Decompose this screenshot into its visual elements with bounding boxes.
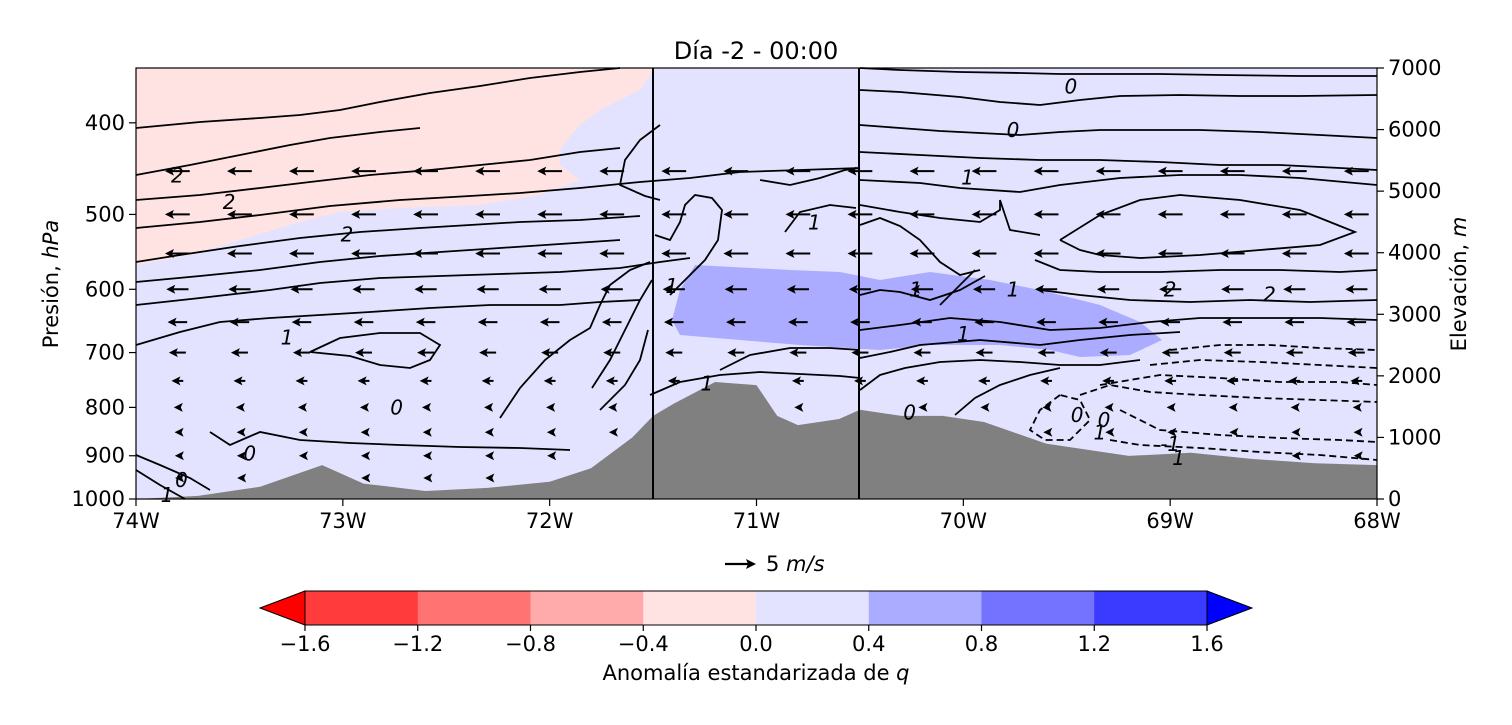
colorbar-segment [531,591,644,625]
contour-label: 2 [1263,283,1276,307]
contour-label: 1 [281,326,294,350]
contour-label: 1 [161,483,174,507]
contour-label: 1 [700,372,713,396]
x-tick-label: 69W [1146,509,1194,533]
wind-reference-value: 5 [766,552,786,576]
colorbar-tick-label: −1.6 [280,632,331,656]
y2-tick-label: 1000 [1388,425,1441,449]
contour-label: 1 [957,322,970,346]
x-tick-label: 72W [526,509,574,533]
x-tick-label: 70W [940,509,988,533]
x-tick-label: 68W [1353,509,1401,533]
colorbar: −1.6 −1.2 −0.8 −0.4 0.0 0.4 0.8 1.2 1.6 [260,591,1252,656]
x-tick-label: 71W [733,509,781,533]
colorbar-tick-label: −0.8 [505,632,556,656]
contour-label: 0 [1007,118,1020,142]
colorbar-tick-label: −0.4 [618,632,669,656]
colorbar-label-text: Anomalía estandarizada de [602,661,896,685]
contour-label: 2 [223,190,236,214]
colorbar-label: Anomalía estandarizada de q [602,661,909,685]
y-axis-right: 7000 6000 5000 4000 3000 2000 1000 0 [1377,56,1441,511]
x-axis: 74W 73W 72W 71W 70W 69W 68W [112,499,1401,533]
colorbar-extend-low [260,591,305,625]
y2-axis-label-text: Elevación, [1447,237,1471,351]
y-axis-label-unit: hPa [39,220,63,259]
y-tick-label: 400 [85,111,125,135]
colorbar-tick-label: 0.4 [852,632,885,656]
y-axis-left: 400 500 600 700 800 900 1000 [72,111,136,511]
contour-label: 1 [665,274,678,298]
contour-label: 1 [1172,446,1185,470]
chart-title: Día -2 - 00:00 [674,37,839,65]
y2-tick-label: 5000 [1388,179,1441,203]
wind-reference-unit: m/s [786,552,825,576]
colorbar-segment [643,591,756,625]
contour-label: 0 [903,400,916,424]
y-axis-label-text: Presión, [39,259,63,349]
contour-label: 0 [243,441,256,465]
colorbar-tick-label: 0.8 [965,632,998,656]
colorbar-segment [869,591,982,625]
y-tick-label: 600 [85,277,125,301]
colorbar-tick-label: 1.6 [1190,632,1223,656]
y-tick-label: 500 [85,202,125,226]
y2-tick-label: 7000 [1388,56,1441,80]
colorbar-segment [756,591,869,625]
colorbar-segment [418,591,531,625]
y2-tick-label: 6000 [1388,118,1441,142]
contour-label: 2 [341,222,354,246]
x-tick-label: 74W [112,509,160,533]
y-axis-label: Presión, hPa [39,220,63,349]
y2-axis-label: Elevación, m [1447,217,1471,352]
colorbar-segment [982,591,1095,625]
x-tick-label: 73W [319,509,367,533]
colorbar-label-unit: q [896,661,909,685]
y-tick-label: 700 [85,341,125,365]
contour-label: 0 [1065,74,1078,98]
colorbar-tick-label: −1.2 [392,632,443,656]
contour-label: 0 [390,395,403,419]
contour-label: 1 [1007,277,1020,301]
plot-area: 222100011111100110001-1122 [136,68,1377,507]
colorbar-segment [305,591,418,625]
colorbar-tick-label: 1.2 [1078,632,1111,656]
y2-tick-label: 2000 [1388,364,1441,388]
y2-tick-label: 4000 [1388,241,1441,265]
contour-label: 0 [1071,403,1084,427]
contour-label: 1 [961,166,974,190]
y-tick-label: 800 [85,395,125,419]
contour-label: 1 [1093,420,1106,444]
y-tick-label: 900 [85,444,125,468]
y2-axis-label-unit: m [1447,217,1471,237]
y2-tick-label: 0 [1388,487,1401,511]
colorbar-tick-label: 0.0 [739,632,772,656]
colorbar-segment [1094,591,1207,625]
y-tick-label: 1000 [72,487,125,511]
colorbar-extend-high [1207,591,1252,625]
y2-tick-label: 3000 [1388,302,1441,326]
wind-reference-label: 5 m/s [766,552,825,576]
wind-reference-key: 5 m/s [725,552,825,576]
